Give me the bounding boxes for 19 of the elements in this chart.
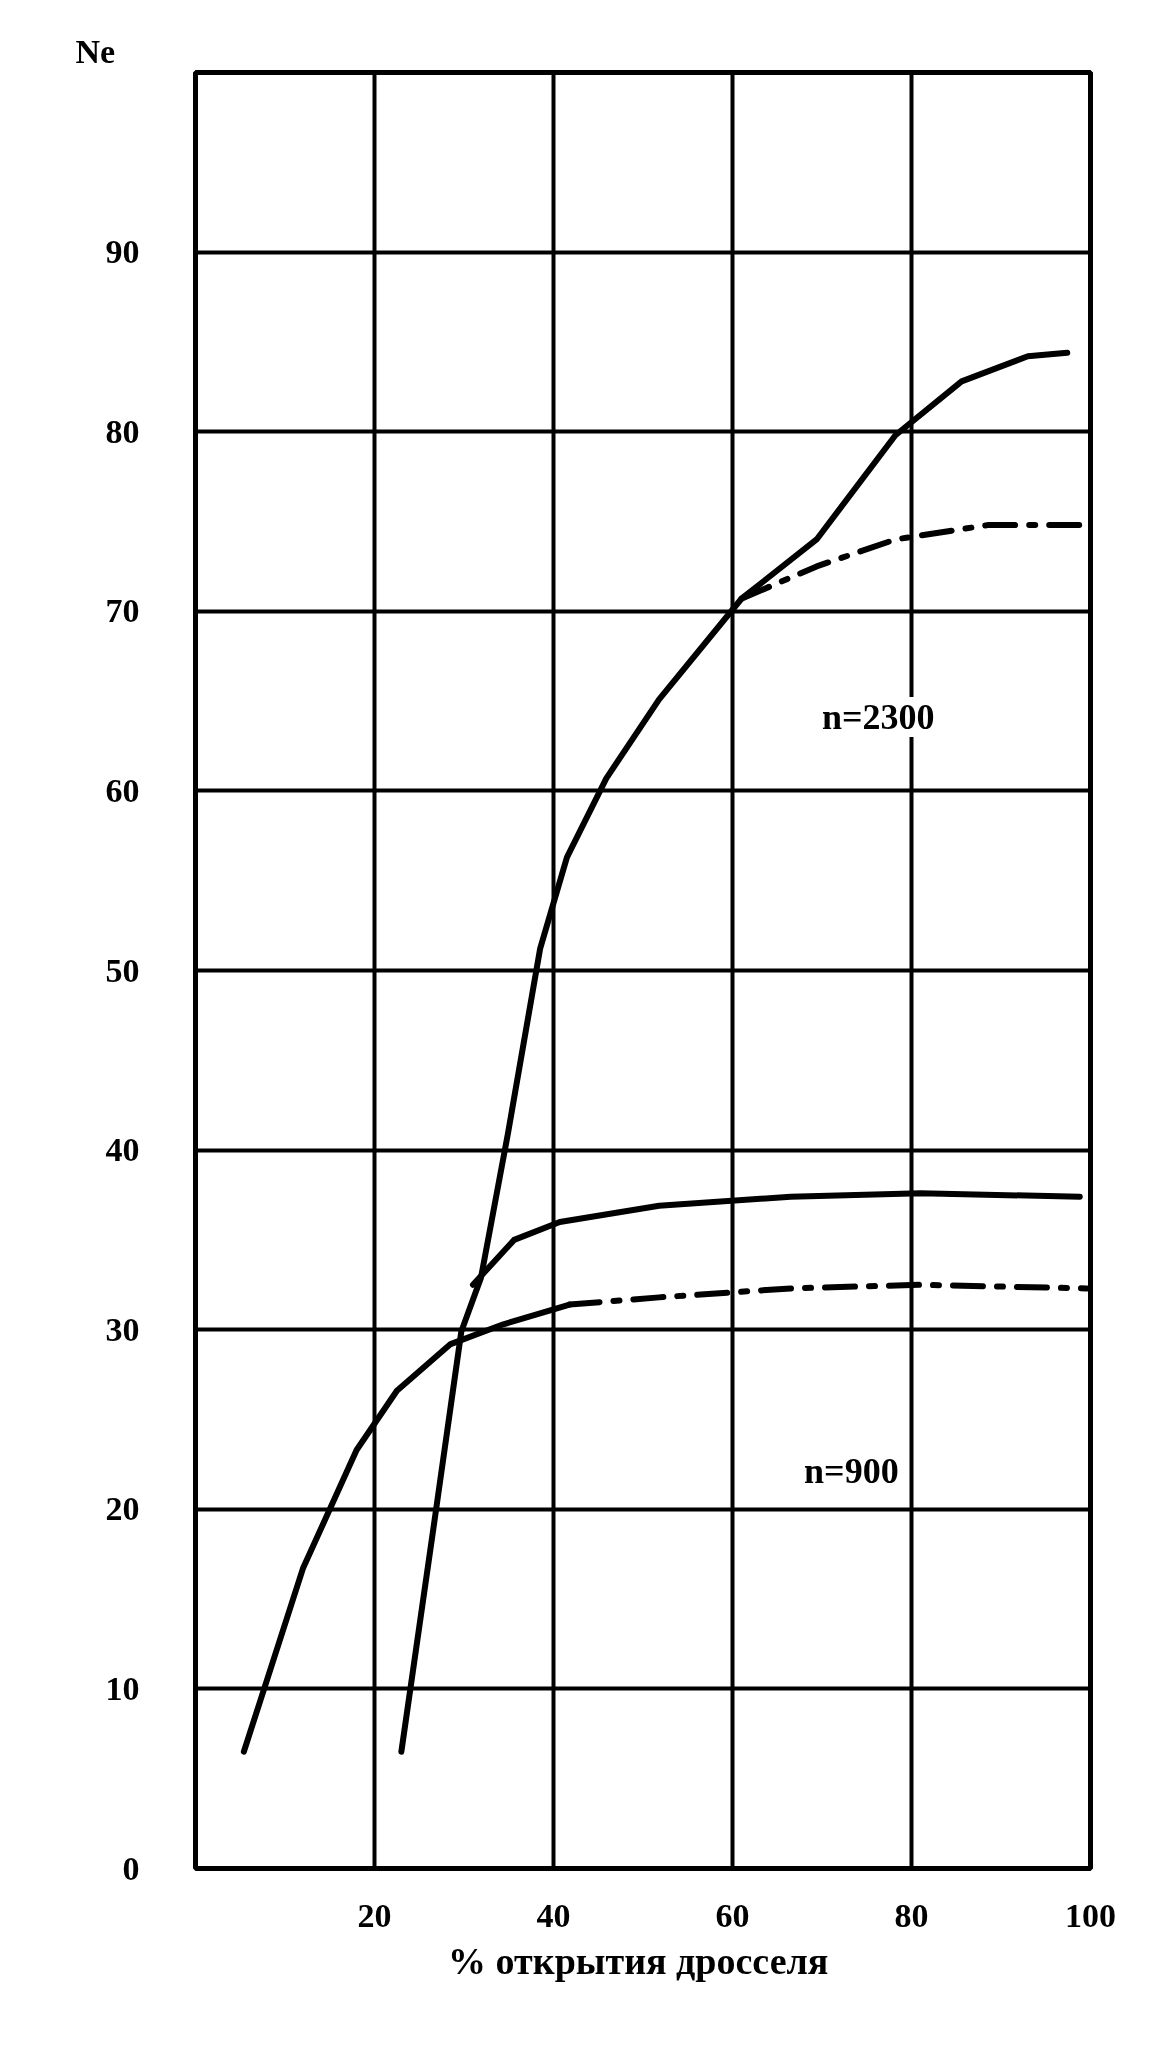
y-tick-label: 60 (105, 771, 140, 809)
y-tick-label: 0 (122, 1849, 140, 1887)
x-tick-label: 100 (1065, 1896, 1116, 1934)
x-tick-label: 60 (715, 1896, 750, 1934)
y-tick-label: 80 (105, 412, 140, 450)
x-axis-title: % открытия дросселя (448, 1939, 829, 1982)
annotation: n=900 (804, 1451, 899, 1492)
x-tick-label: 20 (357, 1896, 392, 1934)
x-tick-label: 40 (536, 1896, 571, 1934)
y-axis-title: Ne (75, 33, 116, 70)
y-tick-label: 10 (105, 1669, 140, 1707)
y-tick-label: 40 (105, 1131, 140, 1169)
y-tick-label: 20 (105, 1490, 140, 1528)
y-tick-label: 50 (105, 951, 140, 989)
y-tick-label: 90 (105, 233, 140, 271)
y-tick-label: 30 (105, 1310, 140, 1348)
y-tick-label: 70 (105, 592, 140, 630)
x-tick-label: 80 (894, 1896, 929, 1934)
annotation: n=2300 (822, 697, 935, 738)
